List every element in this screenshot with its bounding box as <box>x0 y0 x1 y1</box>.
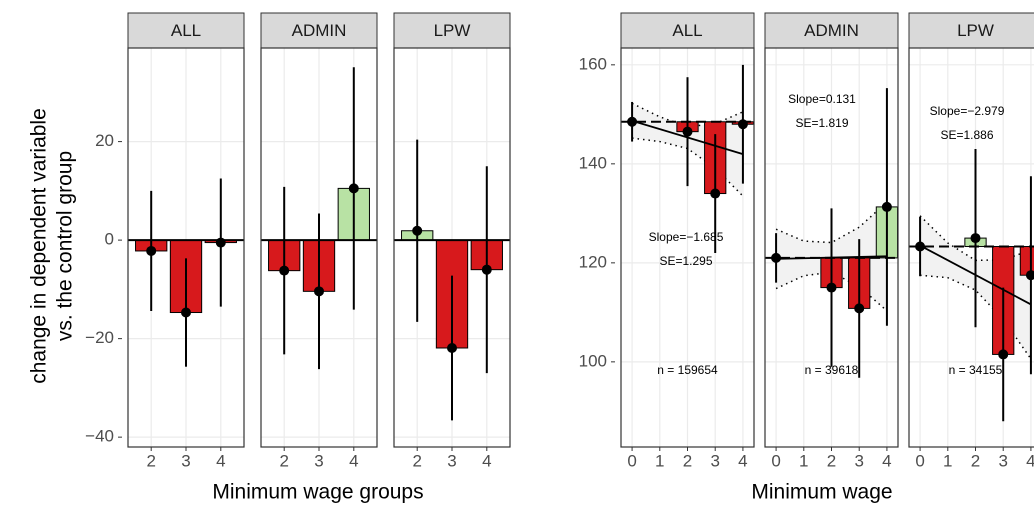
y-tick-label: 0 <box>105 230 114 249</box>
point <box>1025 270 1034 281</box>
x-tick-label: 3 <box>998 451 1007 470</box>
y-tick-label: 120 <box>579 252 607 271</box>
se-annotation: SE=1.819 <box>795 116 848 130</box>
slope-annotation: Slope=−2.979 <box>930 104 1005 118</box>
y-tick-label: −20 <box>85 328 114 347</box>
x-tick-label: 2 <box>412 451 421 470</box>
x-tick-label: 3 <box>181 451 190 470</box>
x-tick-label: 1 <box>943 451 952 470</box>
x-tick-label: 4 <box>349 451 358 470</box>
x-tick-label: 0 <box>915 451 924 470</box>
point <box>998 349 1009 360</box>
x-axis-title: Minimum wage groups <box>212 481 423 504</box>
x-tick-label: 2 <box>279 451 288 470</box>
strip-label: LPW <box>957 21 994 40</box>
y-axis-title: vs. the control group <box>54 151 77 341</box>
x-tick-label: 0 <box>627 451 636 470</box>
strip <box>127 12 245 49</box>
x-tick-label: 3 <box>447 451 456 470</box>
point <box>627 116 638 127</box>
n-annotation: n = 39618 <box>805 363 859 377</box>
x-tick-label: 2 <box>827 451 836 470</box>
point <box>348 183 359 194</box>
x-tick-label: 0 <box>771 451 780 470</box>
point <box>854 303 865 314</box>
x-tick-label: 2 <box>971 451 980 470</box>
n-annotation: n = 34155 <box>949 363 1003 377</box>
y-tick-label: 140 <box>579 153 607 172</box>
x-tick-label: 4 <box>738 451 747 470</box>
slope-annotation: Slope=−1.685 <box>649 230 724 244</box>
point <box>826 282 837 293</box>
strip-label: ALL <box>672 21 702 40</box>
x-tick-label: 4 <box>1026 451 1034 470</box>
y-tick-label: 20 <box>95 131 114 150</box>
x-tick-label: 2 <box>683 451 692 470</box>
point <box>215 237 226 248</box>
point <box>737 119 748 130</box>
strip-label: ALL <box>171 21 201 40</box>
point <box>970 233 981 244</box>
point <box>181 307 191 318</box>
strip <box>260 12 378 49</box>
strip-label: LPW <box>434 21 471 40</box>
x-tick-label: 1 <box>655 451 664 470</box>
x-axis-title: Minimum wage <box>751 481 892 504</box>
slope-annotation: Slope=0.131 <box>788 92 856 106</box>
se-annotation: SE=1.295 <box>659 254 712 268</box>
point <box>412 225 423 236</box>
point <box>314 286 324 297</box>
panel-border <box>260 47 378 448</box>
x-tick-label: 1 <box>799 451 808 470</box>
point <box>146 245 157 256</box>
x-tick-label: 3 <box>854 451 863 470</box>
strip-label: ADMIN <box>804 21 859 40</box>
x-tick-label: 3 <box>314 451 323 470</box>
point <box>915 241 926 252</box>
point <box>481 264 492 275</box>
x-tick-label: 4 <box>882 451 891 470</box>
n-annotation: n = 159654 <box>657 363 718 377</box>
y-axis-title: change in dependent variable <box>28 108 51 384</box>
point <box>881 201 892 212</box>
panel-border <box>908 47 1034 448</box>
panel-border <box>127 47 245 448</box>
x-tick-label: 3 <box>710 451 719 470</box>
point <box>279 265 290 276</box>
point <box>447 342 457 353</box>
panel-border <box>620 47 755 448</box>
x-tick-label: 4 <box>216 451 225 470</box>
y-tick-label: −40 <box>85 427 114 446</box>
panel-border <box>393 47 511 448</box>
y-tick-label: 160 <box>579 54 607 73</box>
x-tick-label: 2 <box>146 451 155 470</box>
se-annotation: SE=1.886 <box>940 128 993 142</box>
point <box>771 252 782 263</box>
y-tick-label: 100 <box>579 351 607 370</box>
x-tick-label: 4 <box>482 451 491 470</box>
panel-border <box>764 47 899 448</box>
strip-label: ADMIN <box>292 21 347 40</box>
point <box>682 126 693 137</box>
strip <box>764 12 899 49</box>
point <box>710 188 721 199</box>
